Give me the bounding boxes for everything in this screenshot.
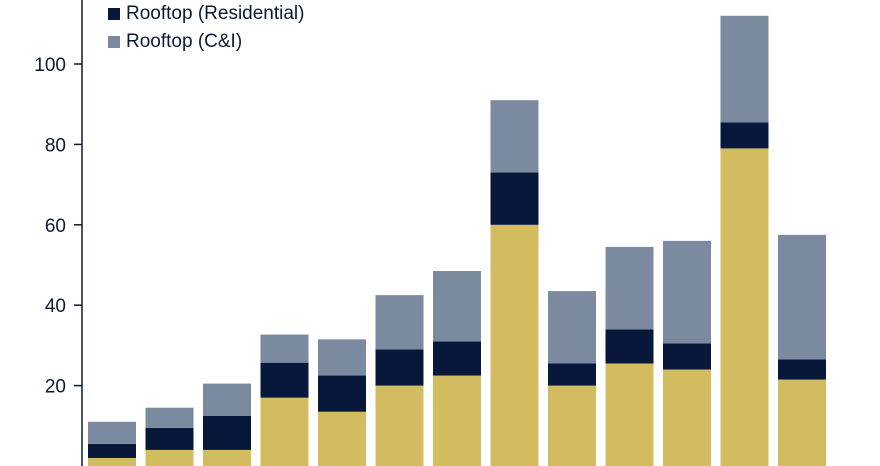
- bar-segment-0-11: [720, 148, 769, 466]
- bar-segment-2-12: [778, 234, 826, 360]
- bar-segment-2-9: [605, 246, 654, 330]
- y-tick-label: 80: [45, 135, 66, 156]
- bar-segment-1-2: [203, 415, 251, 450]
- bar-segment-2-11: [720, 15, 769, 123]
- bar-segment-0-8: [548, 385, 596, 466]
- bar-segment-0-1: [145, 449, 194, 466]
- legend: Rooftop (Residential) Rooftop (C&I): [108, 0, 304, 56]
- legend-swatch-ci: [108, 36, 120, 48]
- bar-segment-0-6: [433, 375, 481, 466]
- bar-segment-1-8: [548, 363, 596, 386]
- bar-segment-1-12: [778, 359, 826, 380]
- bar-segment-1-10: [663, 343, 711, 370]
- bar-segment-1-6: [433, 341, 481, 376]
- y-tick-label: 20: [45, 377, 66, 398]
- bar-segment-1-4: [318, 375, 366, 412]
- bar-segment-0-0: [88, 457, 136, 466]
- bar-segment-1-5: [375, 349, 424, 386]
- bar-segment-2-4: [318, 339, 366, 376]
- legend-item-ci: Rooftop (C&I): [108, 28, 304, 56]
- bar-segment-0-9: [605, 363, 654, 466]
- bar-segment-2-0: [88, 421, 136, 444]
- bar-segment-0-4: [318, 411, 366, 466]
- bar-segment-0-3: [260, 397, 309, 466]
- bar-segment-2-1: [145, 407, 194, 428]
- bar-segment-1-11: [720, 122, 769, 149]
- bar-segment-1-9: [605, 329, 654, 364]
- bar-segment-2-6: [433, 271, 481, 342]
- bar-segment-0-5: [375, 385, 424, 466]
- bar-segment-2-2: [203, 383, 251, 416]
- bar-segment-2-10: [663, 240, 711, 344]
- y-tick-label: 60: [45, 216, 66, 237]
- legend-label-residential: Rooftop (Residential): [126, 3, 305, 24]
- legend-swatch-residential: [108, 8, 120, 20]
- bar-segment-2-7: [490, 100, 539, 173]
- y-tick-label: 100: [34, 55, 66, 76]
- legend-label-ci: Rooftop (C&I): [126, 31, 243, 52]
- y-tick-label: 40: [45, 296, 66, 317]
- legend-item-residential: Rooftop (Residential): [108, 0, 304, 28]
- bar-segment-2-5: [375, 295, 424, 350]
- bar-segment-2-3: [260, 334, 309, 363]
- bar-segment-1-0: [88, 443, 136, 458]
- bar-segment-1-1: [145, 427, 194, 450]
- bar-segment-0-7: [490, 224, 539, 466]
- bar-segment-1-3: [260, 362, 309, 398]
- bar-segment-0-2: [203, 449, 251, 466]
- bar-segment-1-7: [490, 172, 539, 225]
- bar-segment-0-10: [663, 369, 711, 466]
- bar-segment-0-12: [778, 379, 826, 466]
- bar-segment-2-8: [548, 291, 596, 364]
